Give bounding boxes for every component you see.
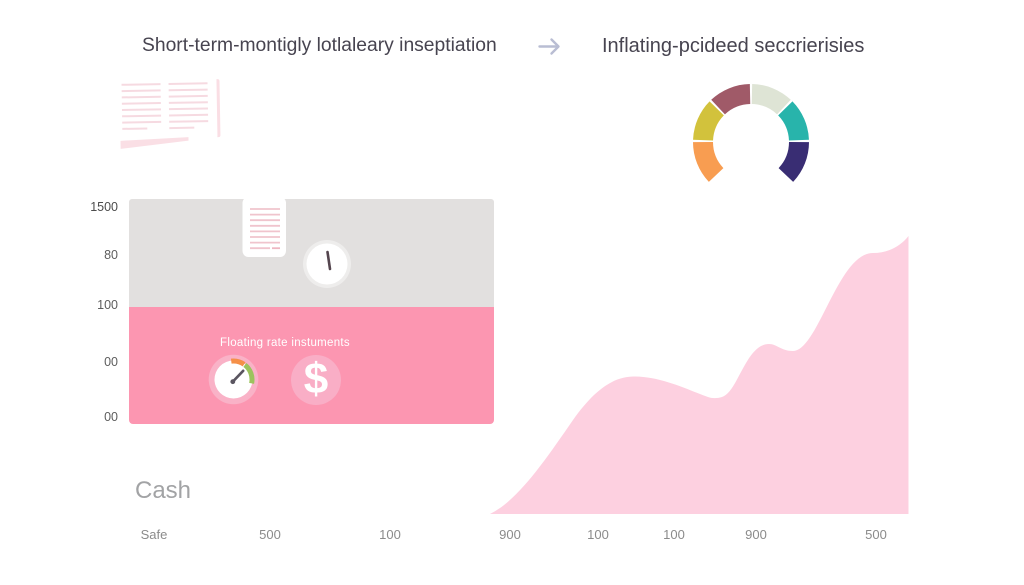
svg-text:$: $ (304, 354, 328, 403)
